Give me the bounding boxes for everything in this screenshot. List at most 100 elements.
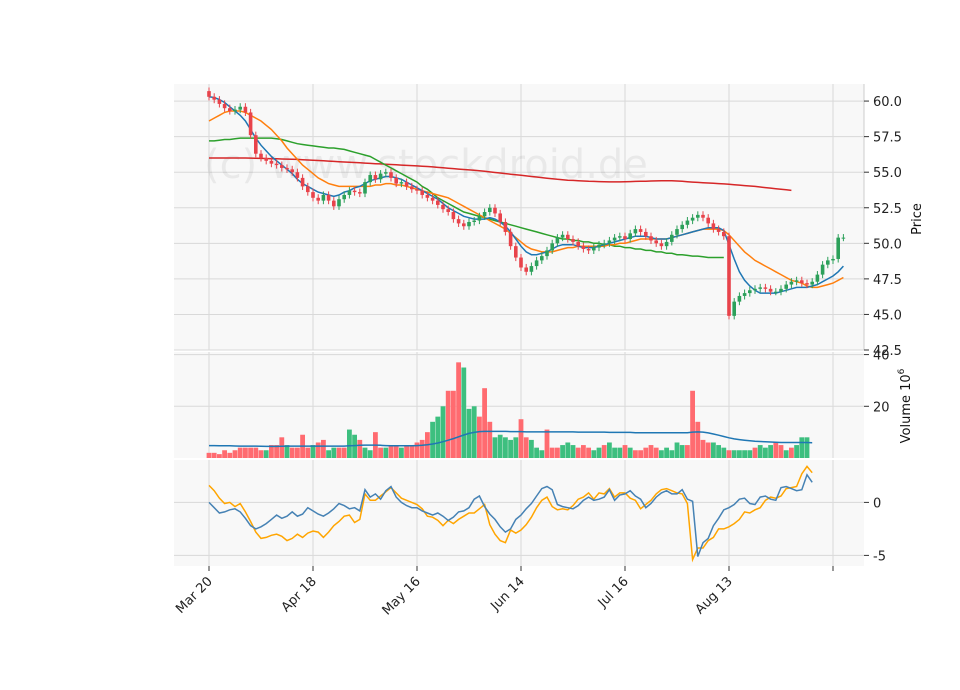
- volume-bar: [633, 450, 638, 458]
- candle-body: [675, 229, 679, 235]
- volume-bar: [773, 442, 779, 458]
- volume-bar: [638, 450, 643, 458]
- moving-average-lines: [208, 96, 844, 294]
- candle-body: [633, 229, 638, 234]
- volume-bar: [227, 452, 233, 458]
- candle-body: [389, 172, 393, 178]
- candle-body: [519, 257, 523, 268]
- candle-body: [581, 246, 586, 250]
- candle-body: [477, 216, 482, 221]
- candle-body: [425, 194, 430, 198]
- volume-tick-label: 40: [873, 349, 890, 364]
- candle-body: [467, 221, 471, 227]
- candlesticks: [207, 87, 846, 320]
- candle-body: [701, 214, 705, 218]
- candle-body: [337, 199, 341, 207]
- volume-bar: [565, 442, 571, 458]
- candle-body: [555, 237, 560, 244]
- candle-body: [737, 295, 742, 302]
- candle-body: [498, 213, 502, 222]
- volume-bar: [757, 445, 763, 458]
- volume-bar: [399, 447, 404, 458]
- volume-bar: [248, 447, 253, 458]
- candle-body: [269, 160, 274, 164]
- volume-bar: [357, 439, 363, 458]
- price-panel-background: [174, 84, 864, 350]
- volume-bar: [685, 445, 690, 458]
- volume-bar: [716, 445, 721, 458]
- volume-bar: [331, 447, 337, 458]
- volume-bar: [237, 447, 243, 458]
- candle-body: [285, 167, 289, 170]
- volume-bar: [752, 447, 758, 458]
- volume-bar: [539, 450, 545, 458]
- volume-bar: [555, 447, 560, 458]
- candle-body: [664, 241, 669, 247]
- candle-body: [716, 229, 721, 232]
- candle-body: [820, 264, 825, 275]
- volume-bar: [477, 416, 482, 458]
- candle-body: [274, 163, 279, 166]
- volume-bar: [700, 439, 706, 458]
- volume-bar: [305, 447, 311, 458]
- candle-body: [732, 301, 736, 316]
- volume-bar: [799, 437, 805, 458]
- volume-bar: [737, 450, 742, 458]
- volume-bar: [295, 447, 300, 458]
- volume-bar: [586, 447, 591, 458]
- volume-bar: [648, 445, 654, 458]
- candle-body: [420, 190, 424, 195]
- volume-bar: [284, 445, 290, 458]
- candle-body: [259, 153, 263, 158]
- date-tick-label: Jun 14: [488, 574, 528, 614]
- indicator-tick-label: -5: [873, 549, 886, 564]
- price-tick-label: 47.5: [873, 273, 902, 288]
- volume-bar: [211, 452, 217, 458]
- candle-body: [722, 231, 726, 237]
- volume-bar: [674, 442, 680, 458]
- candle-body: [248, 112, 253, 136]
- candle-body: [826, 260, 830, 265]
- volume-bar: [607, 442, 612, 458]
- volume-bar: [570, 445, 576, 458]
- date-tick-label: Mar 20: [173, 574, 216, 617]
- volume-bar: [482, 388, 487, 458]
- volume-bar: [690, 390, 695, 458]
- volume-bar: [518, 419, 524, 458]
- price-tick-label: 42.5: [873, 344, 902, 359]
- candle-body: [774, 291, 778, 293]
- volume-bar: [440, 406, 446, 458]
- volume-bar: [581, 445, 586, 458]
- candle-body: [378, 173, 383, 180]
- volume-bar: [711, 442, 716, 458]
- candle-body: [228, 108, 232, 112]
- candle-body: [212, 96, 216, 100]
- volume-bar: [414, 442, 420, 458]
- price-axis: 42.5 45.0 47.5 50.0 52.5 55.0 57.5 60.0: [864, 95, 902, 359]
- candle-body: [436, 200, 440, 205]
- candle-body: [623, 236, 627, 240]
- indicator-axis: -5 0: [864, 496, 886, 564]
- volume-bar: [310, 445, 316, 458]
- volume-bar: [804, 437, 810, 458]
- candle-body: [254, 135, 258, 154]
- volume-bar: [243, 447, 248, 458]
- candle-body: [638, 229, 643, 232]
- price-tick-label: 50.0: [873, 237, 902, 252]
- candle-body: [300, 177, 305, 187]
- candle-body: [503, 221, 508, 232]
- candle-body: [800, 280, 804, 284]
- candle-body: [394, 177, 398, 184]
- volume-bar: [321, 439, 326, 458]
- candle-body: [529, 266, 534, 272]
- candle-body: [462, 223, 466, 227]
- candle-body: [311, 192, 315, 198]
- candle-body: [597, 244, 601, 248]
- volume-bar: [378, 447, 383, 458]
- volume-bar: [705, 442, 711, 458]
- candle-body: [685, 220, 690, 225]
- volume-bar: [451, 390, 456, 458]
- candle-body: [628, 233, 632, 240]
- indicator-lines: [208, 465, 813, 563]
